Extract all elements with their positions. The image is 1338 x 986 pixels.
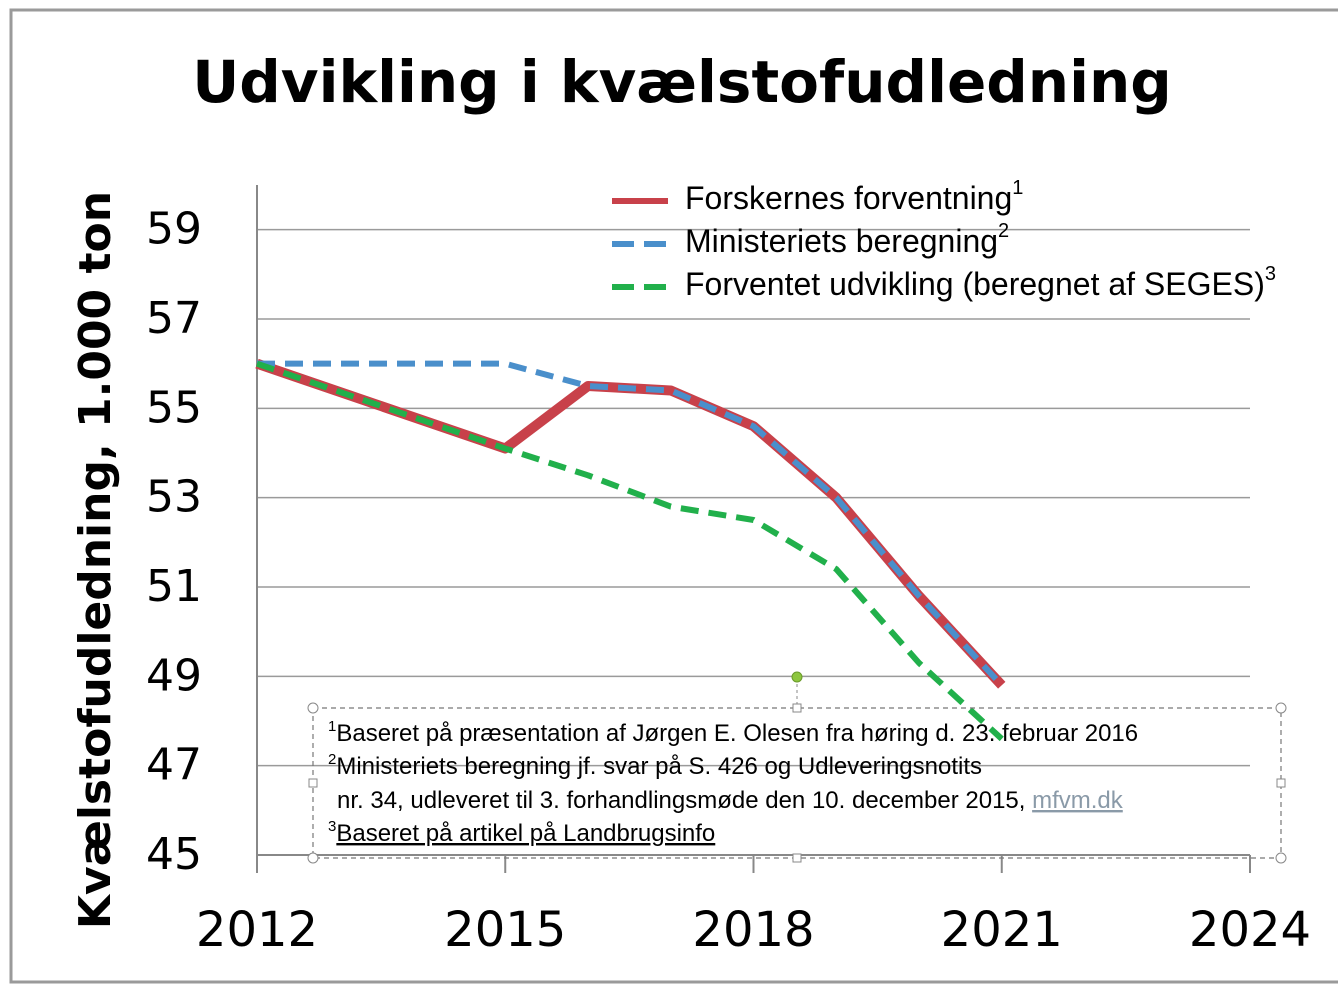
footnote-text: Ministeriets beregning jf. svar på S. 42… [336, 753, 982, 780]
legend-label: Forventet udvikling (beregnet af SEGES)3 [685, 263, 1276, 302]
x-tick-label: 2015 [444, 902, 566, 958]
y-axis-label: Kvælstofudledning, 1.000 ton [70, 191, 121, 929]
footnote-text: Baseret på præsentation af Jørgen E. Ole… [336, 720, 1138, 747]
y-tick-label: 47 [146, 740, 202, 791]
x-tick-label: 2021 [941, 902, 1063, 958]
y-tick-label: 51 [146, 561, 202, 612]
frame [9, 8, 1338, 984]
resize-handle [1275, 702, 1287, 714]
resize-handle [1276, 778, 1286, 788]
resize-handle [307, 702, 319, 714]
x-tick-label: 2018 [692, 902, 814, 958]
legend-note-ref: 1 [1012, 177, 1023, 199]
legend-name: Forskernes forventning [685, 180, 1012, 216]
legend-note-ref: 2 [998, 220, 1009, 242]
x-tick-label: 2024 [1189, 902, 1311, 958]
resize-handle [308, 778, 318, 788]
footnote-ref: 3 [328, 818, 336, 835]
footnote: 2Ministeriets beregning jf. svar på S. 4… [328, 751, 982, 780]
footnote: 3Baseret på artikel på Landbrugsinfo [328, 818, 715, 847]
resize-handle [307, 852, 319, 864]
legend-name: Forventet udvikling (beregnet af SEGES) [685, 266, 1265, 302]
y-tick-label: 55 [146, 382, 202, 433]
series-line [257, 360, 1004, 688]
resize-handle [792, 853, 802, 863]
x-tick-label: 2012 [196, 902, 318, 958]
series-line [256, 360, 1004, 742]
footnote-ref: 1 [328, 718, 336, 735]
y-tick-label: 59 [146, 204, 202, 255]
y-tick-label: 45 [146, 829, 202, 880]
y-tick-label: 57 [146, 293, 202, 344]
legend-label: Forskernes forventning1 [685, 177, 1023, 216]
footnote-ref: 2 [328, 751, 336, 768]
footnote: 1Baseret på præsentation af Jørgen E. Ol… [328, 718, 1138, 747]
footnote-text: Baseret på artikel på Landbrugsinfo [336, 820, 715, 847]
resize-handle [1275, 852, 1287, 864]
legend-label: Ministeriets beregning2 [685, 220, 1009, 259]
legend-name: Ministeriets beregning [685, 223, 998, 259]
y-tick-label: 53 [146, 472, 202, 523]
footnote-continuation: nr. 34, udleveret til 3. forhandlingsmød… [337, 787, 1124, 814]
legend-note-ref: 3 [1265, 263, 1276, 285]
rotate-handle [791, 671, 803, 683]
footnote-link: mfvm.dk [1032, 787, 1124, 814]
chart-title: Udvikling i kvælstofudledning [192, 48, 1172, 116]
y-tick-label: 49 [146, 650, 202, 701]
footnote-text: nr. 34, udleveret til 3. forhandlingsmød… [337, 787, 1032, 814]
resize-handle [792, 703, 802, 713]
